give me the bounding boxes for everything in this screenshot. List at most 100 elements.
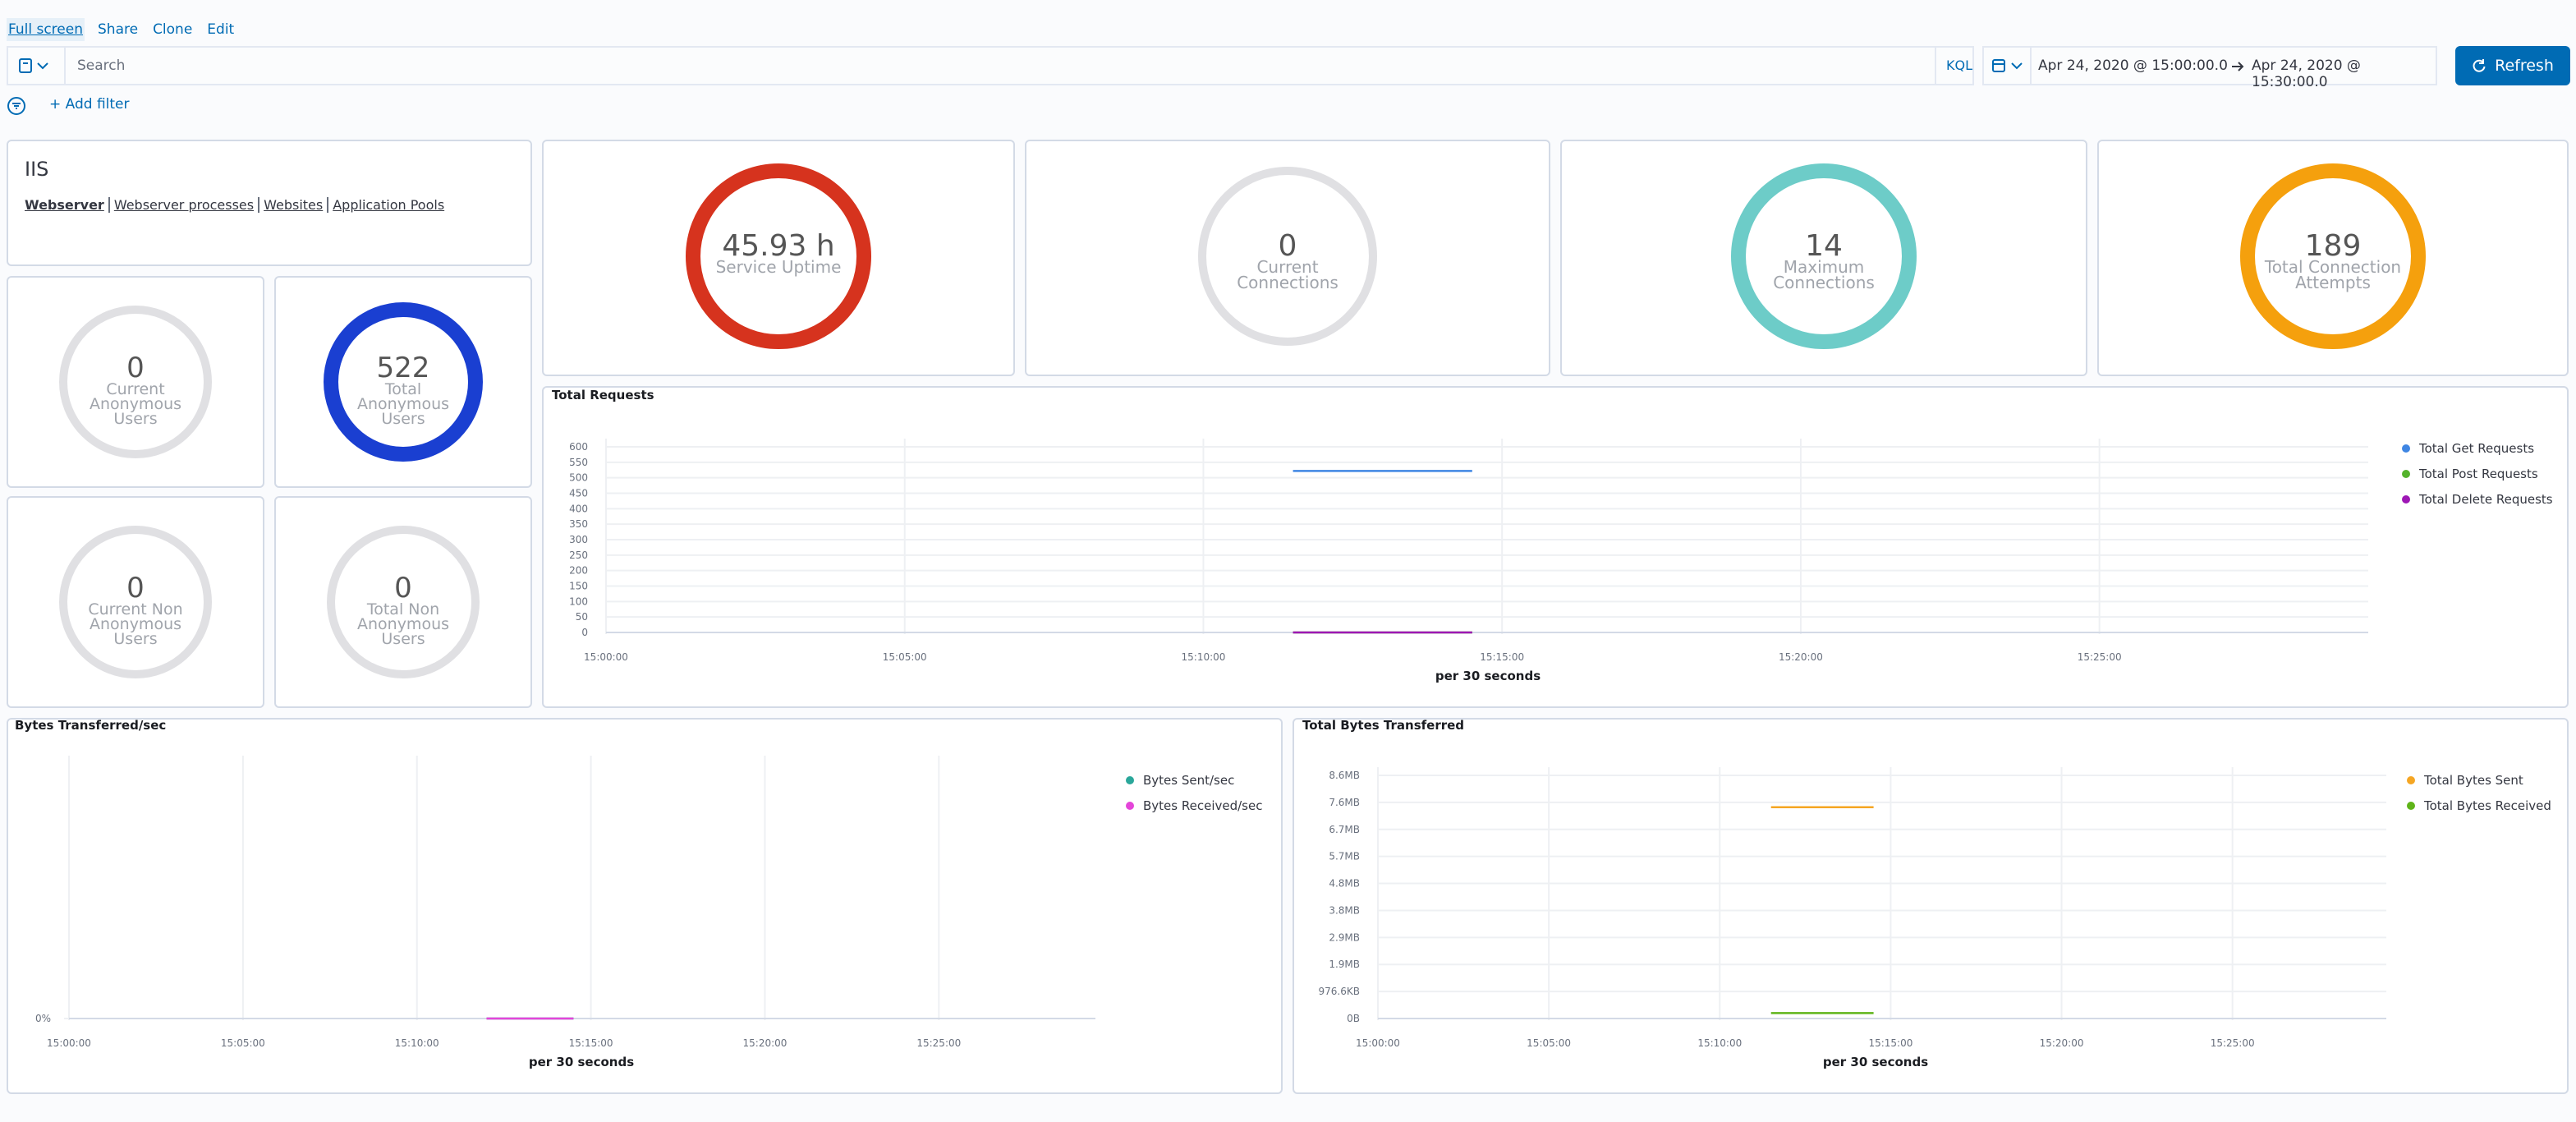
x-tick-label: 15:10:00 bbox=[1182, 651, 1226, 663]
menu-item[interactable]: Share bbox=[98, 21, 139, 38]
gauge-value: 522 bbox=[376, 352, 430, 384]
add-filter[interactable]: + Add filter bbox=[49, 96, 130, 113]
gauge-label: Current Non Anonymous Users bbox=[88, 600, 183, 649]
query-language[interactable]: KQL bbox=[1946, 57, 1972, 73]
legend-label[interactable]: Bytes Sent/sec bbox=[1143, 773, 1234, 788]
chart-title: Total Bytes Transferred bbox=[1302, 718, 1464, 733]
filter-icon[interactable] bbox=[7, 96, 26, 116]
legend-swatch bbox=[2402, 470, 2410, 478]
gauge-label: Current Anonymous Users bbox=[89, 380, 182, 429]
y-tick-label: 150 bbox=[569, 581, 588, 592]
date-from[interactable]: Apr 24, 2020 @ 15:00:00.0 bbox=[2038, 57, 2228, 74]
y-tick-label: 5.7MB bbox=[1329, 851, 1360, 862]
chart-panel bbox=[1293, 718, 2569, 1094]
chart-panel bbox=[542, 386, 2569, 708]
y-tick-label: 0 bbox=[581, 627, 588, 638]
calendar-icon[interactable] bbox=[1991, 56, 2027, 76]
x-tick-label: 15:05:00 bbox=[883, 651, 927, 663]
gauge-label: Maximum Connections bbox=[1773, 257, 1875, 292]
x-tick-label: 15:05:00 bbox=[221, 1037, 265, 1049]
menu-item[interactable]: Clone bbox=[153, 21, 193, 38]
nav-link[interactable]: Webserver bbox=[25, 197, 104, 213]
gauge-label: Total Non Anonymous Users bbox=[356, 600, 450, 649]
gauge-track bbox=[59, 526, 212, 678]
legend-label[interactable]: Bytes Received/sec bbox=[1143, 798, 1262, 813]
y-tick-label: 100 bbox=[569, 595, 588, 607]
menu-item[interactable]: Edit bbox=[207, 21, 235, 38]
y-tick-label: 8.6MB bbox=[1329, 770, 1360, 781]
x-tick-label: 15:20:00 bbox=[2040, 1037, 2084, 1049]
x-tick-label: 15:05:00 bbox=[1527, 1037, 1571, 1049]
gauge-track bbox=[327, 526, 480, 678]
x-tick-label: 15:15:00 bbox=[1868, 1037, 1912, 1049]
x-tick-label: 15:10:00 bbox=[395, 1037, 439, 1049]
refresh-label[interactable]: Refresh bbox=[2495, 57, 2554, 75]
x-axis-label: per 30 seconds bbox=[1823, 1055, 1928, 1069]
y-tick-label: 7.6MB bbox=[1329, 797, 1360, 808]
legend-label[interactable]: Total Bytes Received bbox=[2423, 798, 2551, 813]
chart-title: Total Requests bbox=[552, 388, 654, 402]
range-arrow bbox=[2232, 62, 2244, 71]
refresh-icon bbox=[2473, 59, 2486, 72]
y-tick-label: 450 bbox=[569, 488, 588, 499]
gauge-value: 0 bbox=[126, 352, 145, 384]
y-tick-label: 200 bbox=[569, 565, 588, 577]
nav-title: IIS bbox=[25, 158, 49, 181]
gauge-ring bbox=[324, 302, 483, 462]
search-placeholder[interactable]: Search bbox=[77, 57, 126, 74]
gauge-value: 0 bbox=[126, 572, 145, 605]
y-tick-label: 2.9MB bbox=[1329, 931, 1360, 943]
x-tick-label: 15:20:00 bbox=[1779, 651, 1823, 663]
gauge-track bbox=[59, 306, 212, 458]
legend-swatch bbox=[2402, 444, 2410, 453]
legend-label[interactable]: Total Get Requests bbox=[2418, 441, 2534, 456]
legend-label[interactable]: Total Delete Requests bbox=[2418, 492, 2553, 507]
legend-label[interactable]: Total Post Requests bbox=[2418, 467, 2538, 481]
saved-query-icon[interactable] bbox=[16, 56, 56, 76]
nav-link[interactable]: Application Pools bbox=[327, 197, 449, 213]
x-tick-label: 15:25:00 bbox=[2211, 1037, 2255, 1049]
gauge-value: 14 bbox=[1805, 229, 1843, 263]
y-tick-label: 350 bbox=[569, 518, 588, 530]
gauge-ring bbox=[2240, 163, 2426, 349]
x-tick-label: 15:10:00 bbox=[1697, 1037, 1742, 1049]
y-tick-label: 250 bbox=[569, 550, 588, 561]
x-tick-label: 15:20:00 bbox=[743, 1037, 787, 1049]
refresh-button[interactable]: Refresh bbox=[2455, 46, 2570, 85]
legend-swatch bbox=[2407, 802, 2415, 810]
gauge-ring bbox=[1731, 163, 1917, 349]
date-picker[interactable]: Apr 24, 2020 @ 15:00:00.0 Apr 24, 2020 @… bbox=[1982, 46, 2437, 90]
menu-item[interactable]: Full screen bbox=[7, 18, 85, 41]
gauge-ring bbox=[686, 163, 871, 349]
gauge-label: Total Connection Attempts bbox=[2264, 257, 2402, 292]
y-tick-label: 400 bbox=[569, 503, 588, 514]
x-tick-label: 15:00:00 bbox=[47, 1037, 91, 1049]
x-axis-label: per 30 seconds bbox=[1435, 669, 1541, 683]
y-tick-label: 3.8MB bbox=[1329, 904, 1360, 916]
gauge-label: Current Connections bbox=[1237, 257, 1339, 292]
x-tick-label: 15:15:00 bbox=[569, 1037, 613, 1049]
chart-panel bbox=[7, 718, 1283, 1094]
x-tick-label: 15:00:00 bbox=[584, 651, 628, 663]
x-tick-label: 15:25:00 bbox=[916, 1037, 961, 1049]
x-tick-label: 15:25:00 bbox=[2078, 651, 2122, 663]
gauge-value: 189 bbox=[2304, 229, 2362, 263]
y-tick-label: 4.8MB bbox=[1329, 878, 1360, 890]
y-tick-label: 0% bbox=[35, 1013, 51, 1024]
y-tick-label: 300 bbox=[569, 534, 588, 545]
x-tick-label: 15:15:00 bbox=[1480, 651, 1524, 663]
nav-panel: IIS Webserver Webserver processes Websites… bbox=[7, 140, 532, 266]
y-tick-label: 550 bbox=[569, 457, 588, 468]
gauge-value: 0 bbox=[394, 572, 412, 605]
legend-swatch bbox=[1126, 802, 1134, 810]
nav-link[interactable]: Websites bbox=[258, 197, 328, 213]
date-to[interactable]: Apr 24, 2020 @ 15:30:00.0 bbox=[2252, 57, 2361, 90]
legend-label[interactable]: Total Bytes Sent bbox=[2423, 773, 2523, 788]
search-bar[interactable]: Search KQL bbox=[7, 46, 1974, 85]
gauge-track bbox=[1198, 167, 1377, 346]
y-tick-label: 500 bbox=[569, 472, 588, 484]
y-tick-label: 0B bbox=[1347, 1013, 1360, 1024]
nav-link[interactable]: Webserver processes bbox=[108, 197, 259, 213]
